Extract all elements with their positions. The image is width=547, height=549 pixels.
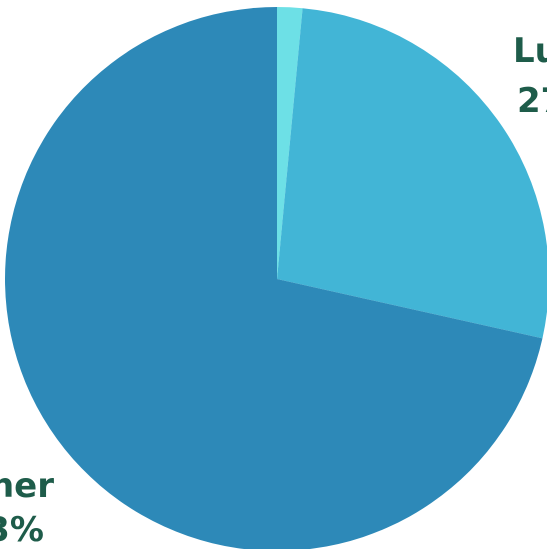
slice-label-other-value: 3% [0, 510, 44, 549]
slice-label-lu-value: 27 [517, 81, 547, 121]
pie-slice-2 [5, 7, 543, 549]
pie-slice-1 [277, 8, 547, 339]
slice-label-lu-name: Lu [513, 31, 547, 71]
slice-label-other-name: her [0, 466, 54, 506]
pie-slice-0 [277, 7, 303, 279]
pie-slices [5, 7, 547, 549]
